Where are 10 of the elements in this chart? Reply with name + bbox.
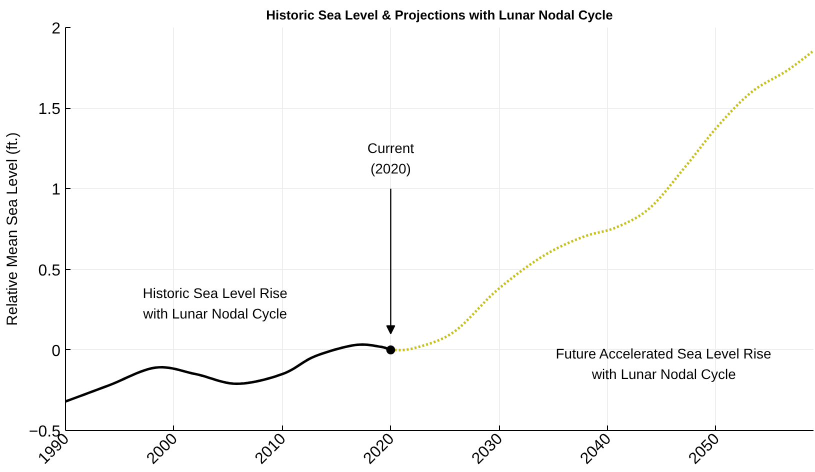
y-tick-label: 1.5 — [38, 101, 61, 118]
y-tick-label: 1 — [52, 182, 61, 199]
y-axis-title: Relative Mean Sea Level (ft.) — [4, 132, 21, 326]
y-tick-label: 2 — [52, 20, 61, 38]
y-tick-label: 0.5 — [38, 262, 61, 280]
y-tick-label: 0 — [52, 342, 61, 360]
annotation: Current (2020) — [367, 140, 414, 177]
chart-title: Historic Sea Level & Projections with Lunar Nodal Cycle — [266, 8, 613, 22]
annotation: Historic Sea Level Rise with Lunar Nodal Cycle — [142, 284, 288, 322]
annotation: Future Accelerated Sea Level Rise with Lunar Nodal Cycle — [556, 345, 772, 382]
